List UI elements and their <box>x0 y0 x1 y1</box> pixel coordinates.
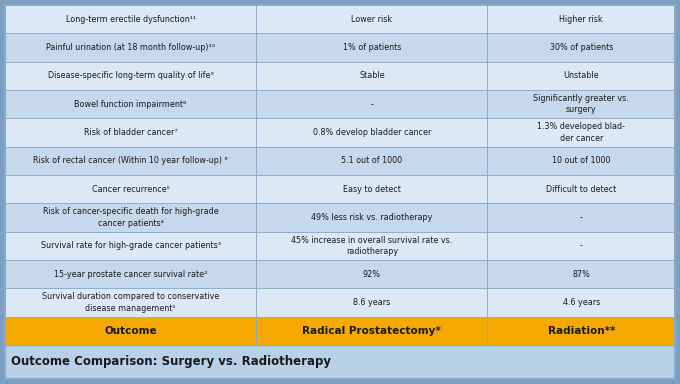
Text: -: - <box>580 241 583 250</box>
Bar <box>256 203 488 232</box>
Bar <box>256 316 488 344</box>
Bar <box>488 147 675 175</box>
Bar <box>488 175 675 203</box>
Bar <box>488 232 675 260</box>
Text: Outcome: Outcome <box>104 326 157 336</box>
Bar <box>256 232 488 260</box>
Text: Easy to detect: Easy to detect <box>343 185 401 194</box>
Text: 45% increase in overall survival rate vs.
radiotherapy: 45% increase in overall survival rate vs… <box>291 235 452 256</box>
Bar <box>5 344 675 379</box>
Text: 92%: 92% <box>363 270 381 278</box>
Text: 8.6 years: 8.6 years <box>353 298 390 307</box>
Bar <box>256 62 488 90</box>
Text: Risk of cancer-specific death for high-grade
cancer patients⁴: Risk of cancer-specific death for high-g… <box>43 207 218 228</box>
Bar <box>5 203 256 232</box>
Text: -: - <box>580 213 583 222</box>
Text: Radiation**: Radiation** <box>547 326 615 336</box>
Bar <box>5 260 256 288</box>
Text: Outcome Comparison: Surgery vs. Radiotherapy: Outcome Comparison: Surgery vs. Radiothe… <box>11 355 331 368</box>
Bar <box>5 62 256 90</box>
Text: Survival duration compared to conservative
disease management¹: Survival duration compared to conservati… <box>42 292 220 313</box>
Bar <box>256 118 488 147</box>
Text: Survival rate for high-grade cancer patients³: Survival rate for high-grade cancer pati… <box>41 241 220 250</box>
Bar <box>488 260 675 288</box>
Text: Higher risk: Higher risk <box>560 15 603 24</box>
Text: Risk of rectal cancer (Within 10 year follow-up) ⁶: Risk of rectal cancer (Within 10 year fo… <box>33 156 228 165</box>
Text: 30% of patients: 30% of patients <box>549 43 613 52</box>
Text: Unstable: Unstable <box>564 71 599 80</box>
Bar <box>5 5 256 33</box>
Text: Lower risk: Lower risk <box>352 15 392 24</box>
Text: 5.1 out of 1000: 5.1 out of 1000 <box>341 156 403 165</box>
Text: Stable: Stable <box>359 71 385 80</box>
Bar <box>256 260 488 288</box>
Text: 49% less risk vs. radiotherapy: 49% less risk vs. radiotherapy <box>311 213 432 222</box>
Text: Cancer recurrence⁵: Cancer recurrence⁵ <box>92 185 169 194</box>
Bar <box>5 232 256 260</box>
Bar <box>256 175 488 203</box>
Bar <box>256 5 488 33</box>
Text: 10 out of 1000: 10 out of 1000 <box>552 156 611 165</box>
Text: Bowel function impairment⁸: Bowel function impairment⁸ <box>75 99 187 109</box>
Text: Radical Prostatectomy*: Radical Prostatectomy* <box>303 326 441 336</box>
Text: 1.3% developed blad-
der cancer: 1.3% developed blad- der cancer <box>537 122 625 143</box>
Bar <box>5 33 256 62</box>
Text: Long-term erectile dysfunction¹¹: Long-term erectile dysfunction¹¹ <box>65 15 196 24</box>
Bar <box>488 316 675 344</box>
Bar <box>488 5 675 33</box>
Text: Difficult to detect: Difficult to detect <box>546 185 616 194</box>
Text: 0.8% develop bladder cancer: 0.8% develop bladder cancer <box>313 128 431 137</box>
Text: Disease-specific long-term quality of life⁹: Disease-specific long-term quality of li… <box>48 71 214 80</box>
Text: -: - <box>371 99 373 109</box>
Text: 15-year prostate cancer survival rate²: 15-year prostate cancer survival rate² <box>54 270 207 278</box>
Text: 4.6 years: 4.6 years <box>562 298 600 307</box>
Bar <box>5 316 256 344</box>
Bar <box>488 62 675 90</box>
Bar <box>5 147 256 175</box>
Text: 1% of patients: 1% of patients <box>343 43 401 52</box>
Bar <box>488 90 675 118</box>
Bar <box>5 288 256 316</box>
Text: Significantly greater vs.
surgery: Significantly greater vs. surgery <box>533 94 629 114</box>
Bar <box>256 33 488 62</box>
Bar <box>488 118 675 147</box>
Bar <box>5 118 256 147</box>
Bar <box>256 147 488 175</box>
Bar <box>488 203 675 232</box>
Bar <box>5 90 256 118</box>
Bar <box>488 288 675 316</box>
Bar <box>256 90 488 118</box>
Text: Painful urination (at 18 month follow-up)¹⁰: Painful urination (at 18 month follow-up… <box>46 43 215 52</box>
Bar <box>488 33 675 62</box>
Text: Risk of bladder cancer⁷: Risk of bladder cancer⁷ <box>84 128 177 137</box>
Bar <box>5 175 256 203</box>
Bar <box>256 288 488 316</box>
Text: 87%: 87% <box>573 270 590 278</box>
